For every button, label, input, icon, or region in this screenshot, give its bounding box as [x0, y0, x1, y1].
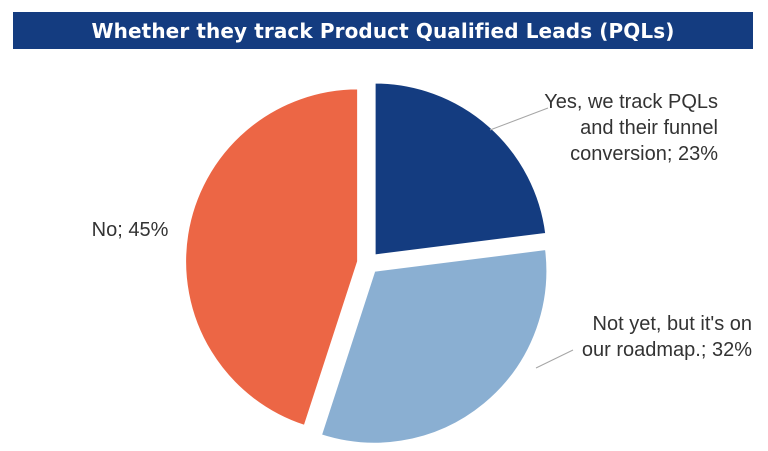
- data-label-yes-we-track-pqls-and-their-funnel-conversion: Yes, we track PQLs and their funnel conver…: [544, 91, 718, 165]
- leader-line-not-yet-but-it-s-on-our-roadmap: [535, 349, 574, 369]
- pie-slice-not-yet-but-it-s-on-our-roadmap: [319, 247, 549, 445]
- chart-title-bar: Whether they track Product Qualified Lea…: [13, 12, 753, 49]
- data-label-no: No; 45%: [92, 219, 169, 241]
- leader-line-yes-we-track-pqls-and-their-funnel-conversion: [489, 107, 549, 131]
- pie-slice-yes-we-track-pqls-and-their-funnel-conversion: [373, 81, 548, 257]
- pie-slice-no: [184, 87, 360, 428]
- data-label-not-yet-but-it-s-on-our-roadmap: Not yet, but it's on our roadmap.; 32%: [582, 313, 752, 361]
- chart-title: Whether they track Product Qualified Lea…: [91, 18, 675, 43]
